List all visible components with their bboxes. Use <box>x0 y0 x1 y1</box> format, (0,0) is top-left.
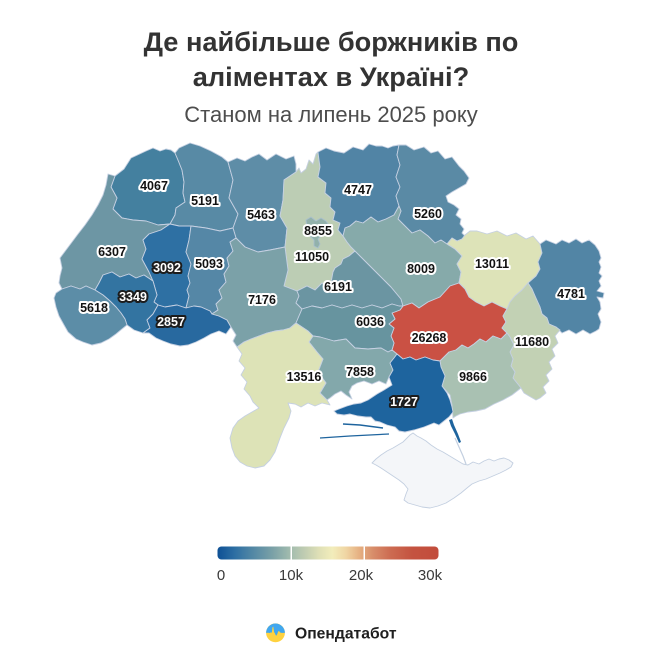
svg-text:4747: 4747 <box>344 183 372 197</box>
svg-text:5093: 5093 <box>195 257 223 271</box>
svg-text:7858: 7858 <box>346 365 374 379</box>
svg-text:Опендатабот: Опендатабот <box>295 626 397 643</box>
svg-text:10k: 10k <box>279 567 304 584</box>
svg-text:4067: 4067 <box>140 179 168 193</box>
svg-text:30k: 30k <box>418 567 443 584</box>
svg-text:8855: 8855 <box>304 224 332 238</box>
svg-text:2857: 2857 <box>157 315 185 329</box>
svg-text:0: 0 <box>217 567 225 584</box>
svg-text:4781: 4781 <box>557 287 585 301</box>
svg-text:11050: 11050 <box>295 250 329 264</box>
svg-text:26268: 26268 <box>412 331 447 345</box>
svg-text:3092: 3092 <box>153 261 181 275</box>
svg-text:5463: 5463 <box>247 208 275 222</box>
svg-text:20k: 20k <box>349 567 374 584</box>
svg-text:5618: 5618 <box>80 301 108 315</box>
svg-text:6307: 6307 <box>98 245 126 259</box>
svg-text:3349: 3349 <box>119 290 147 304</box>
svg-text:5260: 5260 <box>414 207 442 221</box>
svg-text:7176: 7176 <box>248 293 276 307</box>
svg-text:1727: 1727 <box>390 395 418 409</box>
svg-text:13516: 13516 <box>287 370 322 384</box>
svg-text:6191: 6191 <box>324 280 352 294</box>
svg-text:6036: 6036 <box>356 315 384 329</box>
svg-text:13011: 13011 <box>475 257 509 271</box>
svg-text:11680: 11680 <box>515 335 549 349</box>
svg-text:9866: 9866 <box>459 370 487 384</box>
svg-text:5191: 5191 <box>191 194 219 208</box>
svg-text:8009: 8009 <box>407 262 435 276</box>
